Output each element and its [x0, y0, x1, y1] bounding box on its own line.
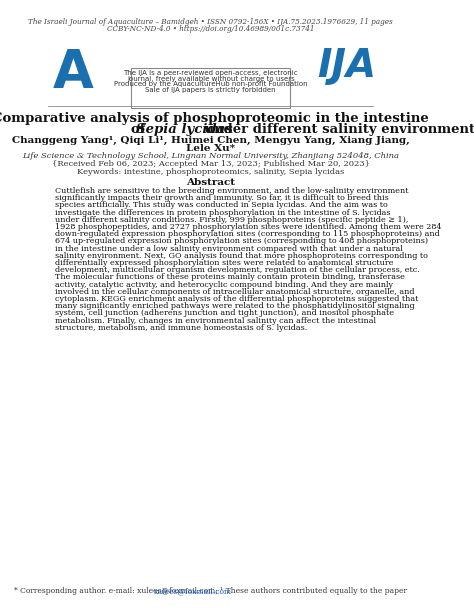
Text: salinity environment. Next, GO analysis found that more phosphoproteins correspo: salinity environment. Next, GO analysis …: [55, 252, 428, 260]
Text: system, cell junction (adherens junction and tight junction), and inositol phosp: system, cell junction (adherens junction…: [55, 310, 394, 318]
Text: significantly impacts their growth and immunity. So far, it is difficult to bree: significantly impacts their growth and i…: [55, 194, 389, 202]
Text: Changgeng Yang¹, Qiqi Li¹, Huimei Chen, Mengyu Yang, Xiang Jiang,: Changgeng Yang¹, Qiqi Li¹, Huimei Chen, …: [12, 136, 410, 145]
Text: structure, metabolism, and immune homeostasis of S. lycidas.: structure, metabolism, and immune homeos…: [55, 324, 307, 332]
Text: The IJA is a peer-reviewed open-access, electronic: The IJA is a peer-reviewed open-access, …: [123, 70, 298, 76]
Text: The Israeli Journal of Aquaculture – Bamidgeh • ISSN 0792-156X • IJA.75.2023.197: The Israeli Journal of Aquaculture – Bam…: [28, 18, 393, 26]
Text: species artificially. This study was conducted in Sepia lycidas. And the aim was: species artificially. This study was con…: [55, 202, 388, 210]
Text: activity, catalytic activity, and heterocyclic compound binding. And they are ma: activity, catalytic activity, and hetero…: [55, 281, 393, 289]
Text: of: of: [131, 123, 150, 136]
Text: journal, freely available without charge to users: journal, freely available without charge…: [127, 75, 295, 82]
FancyBboxPatch shape: [131, 68, 290, 108]
Text: 674 up-regulated expression phosphorylation sites (corresponding to 408 phosphop: 674 up-regulated expression phosphorylat…: [55, 237, 428, 245]
Text: Sale of IJA papers is strictly forbidden: Sale of IJA papers is strictly forbidden: [146, 86, 276, 93]
Text: * Corresponding author. e-mail: xulees@foxmail.com; ¹ These authors contributed : * Corresponding author. e-mail: xulees@f…: [14, 587, 407, 595]
Text: CCBY-NC-ND-4.0 • https://doi.org/10.46989/001c.73741: CCBY-NC-ND-4.0 • https://doi.org/10.4698…: [107, 25, 315, 33]
Text: A: A: [53, 47, 94, 99]
Text: down-regulated expression phosphorylation sites (corresponding to 115 phosphopro: down-regulated expression phosphorylatio…: [55, 230, 439, 238]
Text: cytoplasm. KEGG enrichment analysis of the differential phosphoproteins suggeste: cytoplasm. KEGG enrichment analysis of t…: [55, 295, 418, 303]
Text: Abstract: Abstract: [186, 178, 235, 187]
Text: differentially expressed phosphorylation sites were related to anatomical struct: differentially expressed phosphorylation…: [55, 259, 393, 267]
Text: investigate the differences in protein phosphorylation in the intestine of S. ly: investigate the differences in protein p…: [55, 208, 390, 216]
Text: in the intestine under a low salinity environment compared with that under a nat: in the intestine under a low salinity en…: [55, 245, 402, 253]
Text: Comparative analysis of phosphoproteomic in the intestine: Comparative analysis of phosphoproteomic…: [0, 112, 429, 125]
Text: 1928 phosphopeptides, and 2727 phosphorylation sites were identified. Among them: 1928 phosphopeptides, and 2727 phosphory…: [55, 223, 441, 231]
Text: Cuttlefish are sensitive to the breeding environment, and the low-salinity envir: Cuttlefish are sensitive to the breeding…: [55, 187, 408, 195]
Text: metabolism. Finally, changes in environmental salinity can affect the intestinal: metabolism. Finally, changes in environm…: [55, 316, 376, 325]
Text: under different salinity conditions. Firstly, 999 phosphoproteins (specific pept: under different salinity conditions. Fir…: [55, 216, 408, 224]
Text: Lele Xu*: Lele Xu*: [186, 144, 235, 153]
Text: many significantly enriched pathways were related to the phosphatidylinositol si: many significantly enriched pathways wer…: [55, 302, 414, 310]
Text: Life Science & Technology School, Lingnan Normal University, Zhanjiang 524048, C: Life Science & Technology School, Lingna…: [22, 152, 399, 160]
Text: xulees@foxmail.com: xulees@foxmail.com: [154, 587, 232, 595]
Text: development, multicellular organism development, regulation of the cellular proc: development, multicellular organism deve…: [55, 266, 419, 274]
Text: involved in the cellular components of intracellular anatomical structure, organ: involved in the cellular components of i…: [55, 287, 414, 296]
Text: Produced by the AquacultureHub non-profit Foundation: Produced by the AquacultureHub non-profi…: [114, 81, 308, 87]
Text: {Received Feb 06, 2023; Accepted Mar 13, 2023; Published Mar 20, 2023}: {Received Feb 06, 2023; Accepted Mar 13,…: [52, 160, 370, 168]
Text: The molecular functions of these proteins mainly contain protein binding, transf: The molecular functions of these protein…: [55, 273, 405, 281]
Text: IJA: IJA: [317, 47, 376, 85]
Text: Sepia lycidas: Sepia lycidas: [137, 123, 233, 136]
Text: Keywords: intestine, phosphoproteomics, salinity, Sepia lycidas: Keywords: intestine, phosphoproteomics, …: [77, 168, 345, 176]
Text: under different salinity environments: under different salinity environments: [200, 123, 474, 136]
